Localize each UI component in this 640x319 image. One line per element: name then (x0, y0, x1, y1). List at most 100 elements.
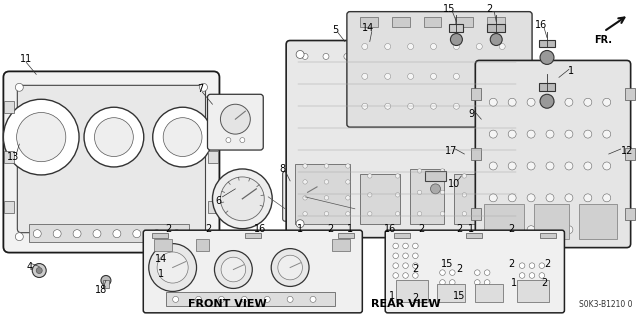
Circle shape (413, 263, 418, 268)
Circle shape (385, 103, 390, 109)
Bar (392, 17, 410, 26)
Bar (360, 174, 399, 224)
Text: 16: 16 (535, 19, 547, 30)
Bar (471, 148, 481, 160)
Circle shape (540, 50, 554, 64)
Text: 2: 2 (456, 263, 463, 273)
Text: 2: 2 (486, 4, 492, 14)
Circle shape (393, 243, 399, 249)
Circle shape (489, 98, 497, 106)
Circle shape (476, 43, 483, 49)
Circle shape (508, 130, 516, 138)
Bar (4, 101, 14, 113)
Circle shape (403, 263, 408, 268)
Text: 2: 2 (508, 258, 515, 269)
Circle shape (565, 226, 573, 234)
Circle shape (474, 280, 480, 285)
Circle shape (584, 194, 592, 202)
Circle shape (505, 211, 509, 216)
Circle shape (393, 273, 399, 278)
Text: 1: 1 (347, 224, 353, 234)
Circle shape (505, 174, 509, 178)
Circle shape (303, 164, 307, 168)
Circle shape (508, 194, 516, 202)
Circle shape (296, 50, 304, 58)
Circle shape (490, 54, 496, 59)
Circle shape (200, 83, 207, 91)
Circle shape (15, 233, 23, 241)
Text: 11: 11 (20, 55, 33, 64)
Circle shape (367, 174, 372, 178)
Circle shape (362, 43, 368, 49)
FancyBboxPatch shape (143, 230, 362, 313)
Bar (471, 208, 481, 220)
Circle shape (303, 180, 307, 184)
Circle shape (289, 210, 293, 214)
Circle shape (440, 270, 445, 275)
Text: 15: 15 (441, 258, 454, 269)
Bar (539, 83, 555, 91)
Circle shape (240, 137, 245, 143)
Circle shape (32, 263, 46, 278)
Circle shape (220, 177, 264, 221)
Circle shape (474, 270, 480, 275)
Bar (424, 17, 442, 26)
Circle shape (408, 43, 413, 49)
FancyBboxPatch shape (207, 94, 263, 150)
Circle shape (508, 162, 516, 170)
Bar (540, 233, 556, 238)
Circle shape (453, 43, 460, 49)
Text: 17: 17 (445, 146, 458, 156)
Circle shape (484, 174, 488, 178)
Bar (29, 224, 189, 241)
Circle shape (565, 130, 573, 138)
Circle shape (362, 73, 368, 79)
Circle shape (406, 54, 413, 59)
Circle shape (264, 296, 270, 302)
Circle shape (413, 253, 418, 259)
Circle shape (489, 130, 497, 138)
Circle shape (303, 196, 307, 200)
Circle shape (173, 230, 180, 238)
Circle shape (565, 162, 573, 170)
Circle shape (527, 98, 535, 106)
Bar (625, 88, 635, 100)
Bar (517, 280, 549, 302)
Circle shape (226, 137, 231, 143)
Bar (410, 169, 444, 224)
Circle shape (153, 230, 161, 238)
Text: 2: 2 (419, 224, 425, 234)
Bar (534, 204, 569, 239)
Circle shape (490, 33, 502, 46)
Circle shape (484, 270, 490, 275)
Bar (454, 174, 509, 224)
Circle shape (603, 130, 611, 138)
Circle shape (540, 94, 554, 108)
Circle shape (95, 118, 133, 157)
Circle shape (584, 98, 592, 106)
Circle shape (565, 194, 573, 202)
FancyBboxPatch shape (286, 41, 528, 238)
Circle shape (200, 233, 207, 241)
Circle shape (101, 276, 111, 286)
Circle shape (385, 43, 390, 49)
Circle shape (510, 50, 518, 58)
Circle shape (546, 162, 554, 170)
Bar (466, 233, 482, 238)
Bar (332, 239, 350, 251)
Circle shape (584, 226, 592, 234)
Circle shape (440, 280, 445, 285)
FancyBboxPatch shape (17, 85, 205, 233)
Circle shape (408, 103, 413, 109)
Circle shape (220, 104, 250, 134)
Circle shape (324, 164, 329, 168)
Circle shape (221, 257, 246, 282)
Circle shape (499, 103, 505, 109)
Circle shape (529, 273, 535, 278)
Circle shape (93, 230, 101, 238)
Circle shape (302, 54, 308, 59)
Circle shape (413, 243, 418, 249)
Text: 9: 9 (468, 109, 474, 119)
Circle shape (362, 103, 368, 109)
Circle shape (393, 253, 399, 259)
